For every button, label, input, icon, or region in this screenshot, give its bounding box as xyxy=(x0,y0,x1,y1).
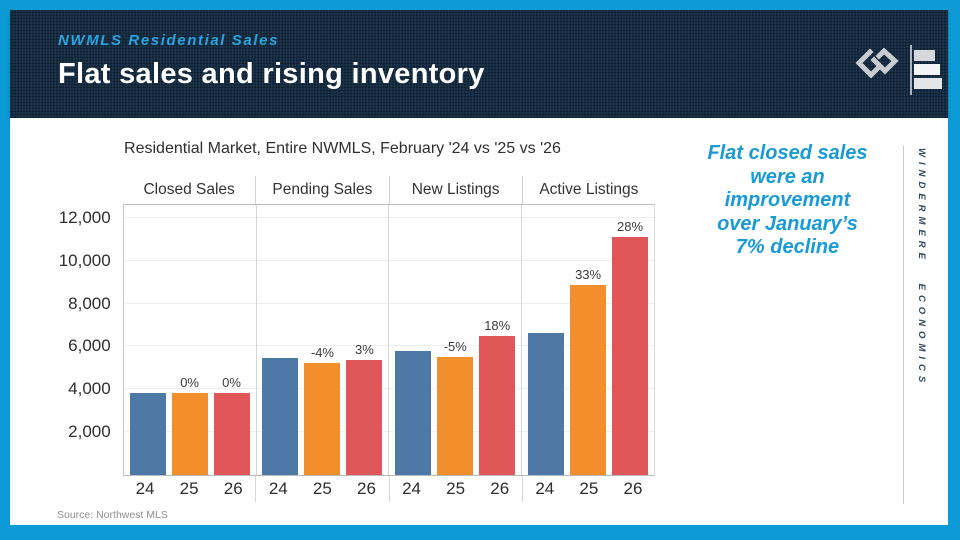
x-axis-pane: 24 25 26 xyxy=(123,476,255,502)
year-label: 24 xyxy=(535,479,555,498)
year-label: 24 xyxy=(135,479,155,498)
bar-closed-sales-26 xyxy=(213,392,250,475)
page-title: Flat sales and rising inventory xyxy=(58,58,485,90)
slide-header: NWMLS Residential Sales Flat sales and r… xyxy=(10,10,948,118)
bar-new-listings-24 xyxy=(395,350,432,475)
windermere-w-logo-icon xyxy=(854,47,900,88)
slide-body: Residential Market, Entire NWMLS, Februa… xyxy=(10,118,948,525)
bar-pending-sales-26 xyxy=(346,359,383,475)
bar-active-listings-24 xyxy=(528,332,565,475)
bar-active-listings-25 xyxy=(570,285,607,475)
y-tick-label: 6,000 xyxy=(68,336,111,356)
bar-slot: 18% xyxy=(479,205,516,475)
bar-new-listings-25 xyxy=(437,356,474,475)
x-axis-row: 24 25 26 24 25 26 24 25 26 24 25 26 xyxy=(123,476,655,502)
bar-closed-sales-25 xyxy=(171,392,208,475)
bar-new-listings-26 xyxy=(479,335,516,475)
pct-label: 33% xyxy=(575,267,602,283)
source-note: Source: Northwest MLS xyxy=(57,509,168,521)
y-tick-label: 8,000 xyxy=(68,293,111,313)
y-tick-label: 2,000 xyxy=(68,422,111,442)
vertical-divider xyxy=(903,146,904,504)
pct-label: -4% xyxy=(310,344,334,360)
y-axis: 2,000 4,000 6,000 8,000 10,000 12,000 xyxy=(30,205,123,475)
bar-slot xyxy=(395,205,432,475)
bar-slot: 0% xyxy=(171,205,208,475)
pct-label: 28% xyxy=(617,219,644,235)
bar-slot xyxy=(528,205,565,475)
bar-chart: Residential Market, Entire NWMLS, Februa… xyxy=(30,140,655,521)
bar-active-listings-26 xyxy=(612,237,649,475)
year-label: 24 xyxy=(268,479,288,498)
bar-pending-sales-24 xyxy=(262,358,299,475)
pct-label: -5% xyxy=(443,338,467,354)
pct-label: 3% xyxy=(354,341,374,357)
year-label: 25 xyxy=(312,479,332,498)
chart-pane: 0% 0% xyxy=(124,205,256,475)
y-tick-label: 12,000 xyxy=(58,207,111,227)
brand-vertical-text: WINDERMERE ECONOMICS xyxy=(916,148,927,388)
chart-body: 2,000 4,000 6,000 8,000 10,000 12,000 0% 0% -4%… xyxy=(30,205,655,476)
chart-pane: -4% 3% xyxy=(255,205,389,475)
pct-label: 18% xyxy=(484,317,511,333)
pct-label: 0% xyxy=(222,374,241,390)
column-header: Pending Sales xyxy=(255,176,388,204)
bar-slot xyxy=(129,205,166,475)
header-eyebrow: NWMLS Residential Sales xyxy=(58,32,280,49)
year-label: 26 xyxy=(356,479,376,498)
y-tick-label: 10,000 xyxy=(58,250,111,270)
bar-slot xyxy=(262,205,299,475)
chart-title: Residential Market, Entire NWMLS, Februa… xyxy=(124,140,561,157)
column-header: New Listings xyxy=(388,176,522,204)
bar-slot: 33% xyxy=(570,205,607,475)
pct-label: 0% xyxy=(180,374,199,390)
column-headers: Closed Sales Pending Sales New Listings Act… xyxy=(123,176,655,205)
x-axis-pane: 24 25 26 xyxy=(255,476,388,502)
year-label: 26 xyxy=(223,479,243,498)
bar-slot: 3% xyxy=(346,205,383,475)
x-axis-pane: 24 25 26 xyxy=(388,476,522,502)
x-axis-pane: 24 25 26 xyxy=(521,476,655,502)
y-tick-label: 4,000 xyxy=(68,379,111,399)
chart-pane: 33% 28% xyxy=(521,205,654,475)
year-label: 26 xyxy=(490,479,510,498)
year-label: 24 xyxy=(402,479,421,498)
key-takeaway-text: Flat closed sales were an improvement ov… xyxy=(707,142,868,259)
bar-closed-sales-24 xyxy=(129,392,166,475)
bar-pending-sales-25 xyxy=(304,362,341,475)
year-label: 25 xyxy=(179,479,199,498)
column-header: Active Listings xyxy=(521,176,655,204)
column-header: Closed Sales xyxy=(143,181,235,198)
year-label: 25 xyxy=(446,479,466,498)
bar-slot: 0% xyxy=(213,205,250,475)
bar-slot: -4% xyxy=(304,205,341,475)
bar-slot: 28% xyxy=(612,205,649,475)
bar-chart-icon xyxy=(908,43,943,97)
bar-slot: -5% xyxy=(437,205,474,475)
year-label: 25 xyxy=(579,479,599,498)
chart-plot: 0% 0% -4% 3% -5% 18% 33% 28% xyxy=(122,205,655,476)
chart-pane: -5% 18% xyxy=(388,205,521,475)
year-label: 26 xyxy=(623,479,643,498)
